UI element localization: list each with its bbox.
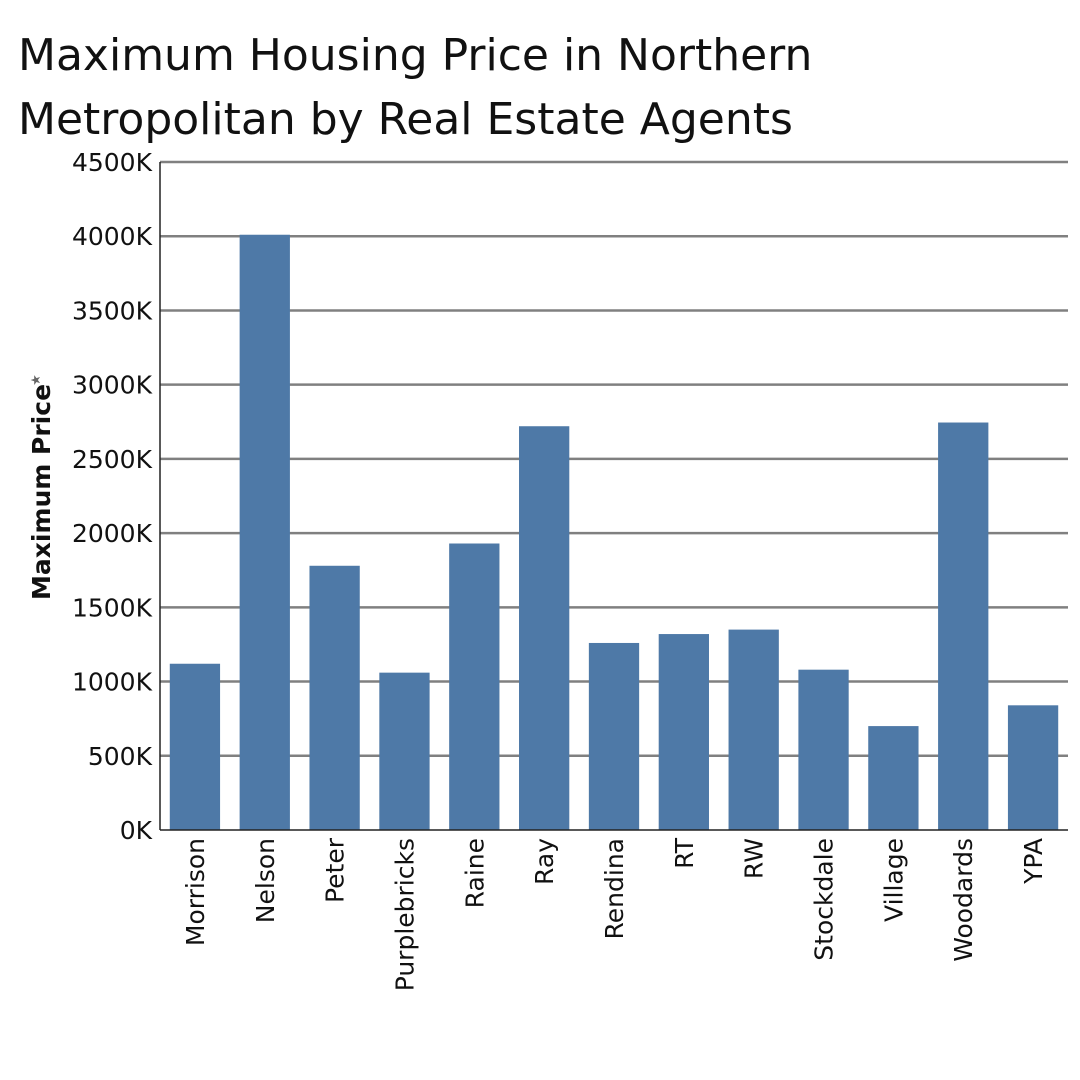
x-tick-label: Stockdale xyxy=(810,838,839,961)
bar-raine[interactable] xyxy=(449,543,500,830)
y-tick-label: 2000K xyxy=(72,519,153,548)
bar-rt[interactable] xyxy=(658,634,709,830)
bar-purplebricks[interactable] xyxy=(379,672,430,830)
axes xyxy=(159,162,1068,831)
x-tick-labels: Morrison Nelson Peter Purplebricks Raine Ray R… xyxy=(181,837,1048,991)
y-axis-title-group[interactable]: Maximum Price ★ xyxy=(27,374,56,600)
bar-rendina[interactable] xyxy=(588,642,640,830)
chart-title: Maximum Housing Price in Northern Metrop… xyxy=(18,24,1058,152)
chart-title-line-1: Maximum Housing Price in Northern xyxy=(18,30,813,81)
bar-rw[interactable] xyxy=(728,629,779,830)
x-tick-label: Purplebricks xyxy=(390,838,419,991)
x-tick-label: Rendina xyxy=(600,838,629,939)
chart-title-line-2: Metropolitan by Real Estate Agents xyxy=(18,94,793,145)
gridlines xyxy=(160,160,1068,758)
x-tick-label: RW xyxy=(740,838,769,879)
x-tick-label: Village xyxy=(879,838,908,922)
y-axis-title: Maximum Price xyxy=(27,384,56,600)
y-tick-label: 3500K xyxy=(72,296,153,325)
x-tick-label: Ray xyxy=(530,838,559,885)
x-tick-label: Raine xyxy=(460,838,489,908)
bar-morrison[interactable] xyxy=(169,663,221,830)
y-tick-label: 3000K xyxy=(72,371,153,400)
bar-ypa[interactable] xyxy=(1007,705,1059,830)
x-tick-label: Woodards xyxy=(949,838,978,962)
x-tick-label: Nelson xyxy=(251,838,280,923)
x-tick-label: RT xyxy=(670,837,699,869)
bar-village[interactable] xyxy=(868,726,919,830)
bar-ray[interactable] xyxy=(519,426,570,830)
sort-descending-icon[interactable]: ★ xyxy=(29,374,44,386)
x-tick-label: Morrison xyxy=(181,838,210,946)
bars xyxy=(169,234,1059,830)
x-tick-label: YPA xyxy=(1019,838,1048,885)
y-tick-label: 0K xyxy=(120,816,153,845)
y-tick-label: 4500K xyxy=(72,148,153,177)
y-tick-label: 4000K xyxy=(72,222,153,251)
y-tick-label: 2500K xyxy=(72,445,153,474)
y-tick-label: 500K xyxy=(88,742,153,771)
y-tick-label: 1500K xyxy=(72,593,153,622)
x-tick-label: Peter xyxy=(321,837,350,903)
y-tick-labels: 0K 500K 1000K 1500K 2000K 2500K 3000K 3500K 4000… xyxy=(72,148,153,845)
bar-peter[interactable] xyxy=(309,565,360,830)
bar-stockdale[interactable] xyxy=(798,669,849,830)
bar-woodards[interactable] xyxy=(938,422,989,830)
y-tick-label: 1000K xyxy=(72,668,153,697)
bar-nelson[interactable] xyxy=(239,234,290,830)
